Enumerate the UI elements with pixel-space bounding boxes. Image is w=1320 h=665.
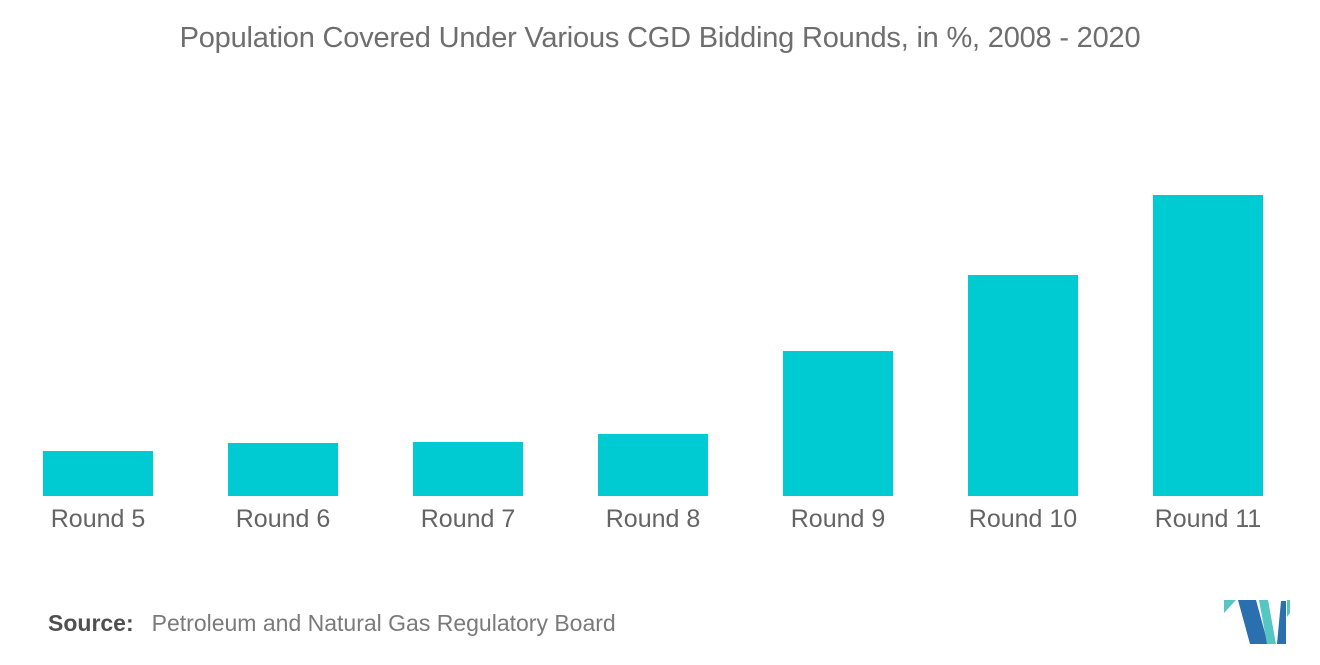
bar-round-5 — [43, 451, 153, 496]
logo-blue-left-band — [1238, 600, 1268, 644]
bar-round-11 — [1153, 195, 1263, 496]
bar-round-10 — [968, 275, 1078, 496]
category-label-round-11: Round 11 — [1154, 505, 1262, 533]
chart-title: Population Covered Under Various CGD Bid… — [179, 22, 1141, 54]
logo-blue-right-triangle — [1277, 601, 1286, 644]
category-label-round-6: Round 6 — [235, 505, 331, 533]
bar-round-8 — [598, 434, 708, 496]
logo-teal-middle-band — [1259, 600, 1276, 644]
logo-teal-top-right-strip — [1287, 600, 1290, 617]
category-label-round-7: Round 7 — [420, 505, 516, 533]
source-label: Source: — [48, 610, 134, 636]
bar-round-6 — [228, 443, 338, 496]
category-label-round-10: Round 10 — [968, 505, 1078, 533]
category-label-round-9: Round 9 — [790, 505, 886, 533]
source-text: Petroleum and Natural Gas Regulatory Boa… — [151, 610, 616, 636]
logo-teal-top-left-triangle — [1224, 600, 1236, 613]
bar-round-7 — [413, 442, 523, 496]
category-label-round-8: Round 8 — [605, 505, 701, 533]
mordor-intelligence-logo-icon — [1224, 600, 1290, 644]
source-line: Source: Petroleum and Natural Gas Regulat… — [48, 610, 616, 637]
category-label-round-5: Round 5 — [50, 505, 146, 533]
bar-round-9 — [783, 351, 893, 496]
